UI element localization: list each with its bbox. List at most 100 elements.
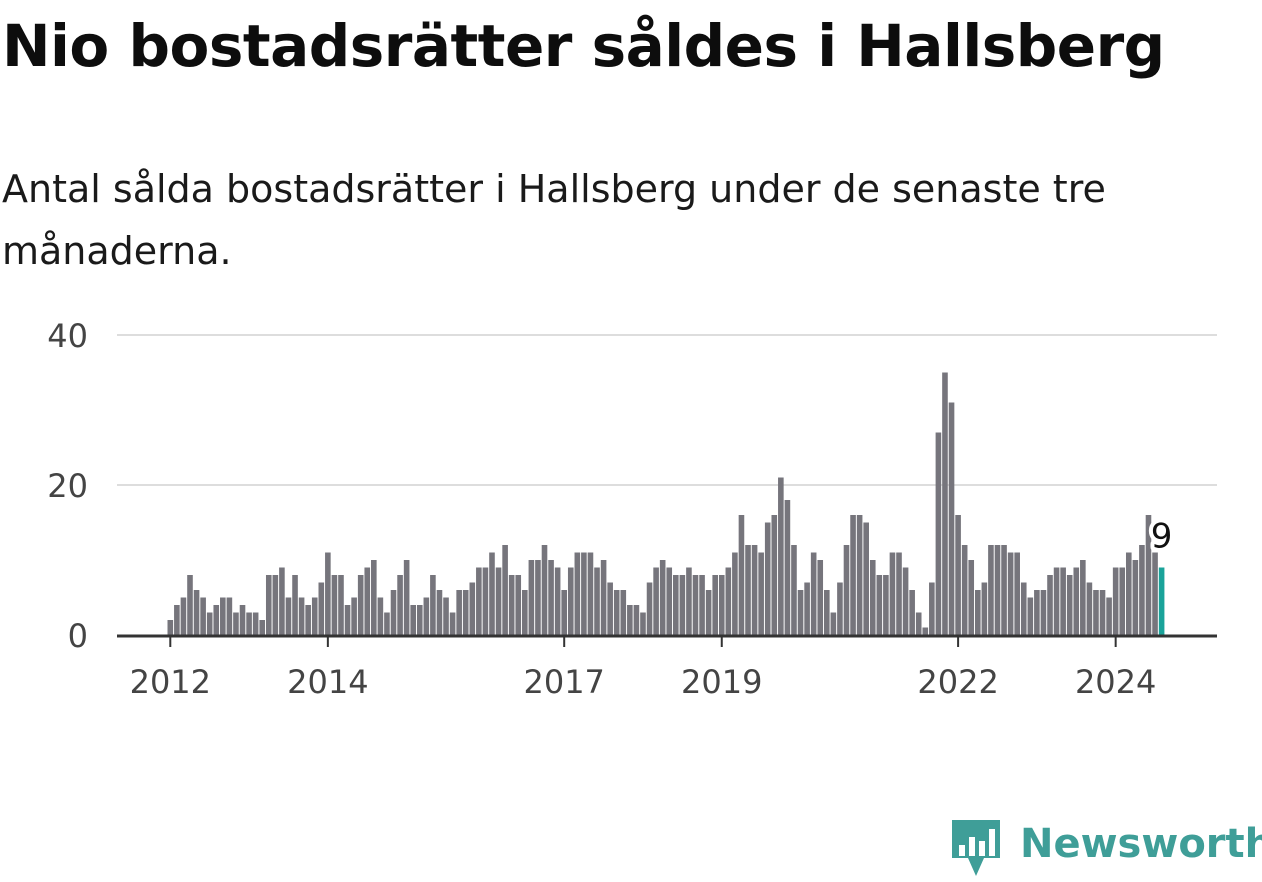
bar bbox=[1152, 552, 1158, 635]
bar bbox=[397, 575, 403, 635]
bar bbox=[1053, 567, 1060, 635]
bar bbox=[686, 567, 692, 635]
bar bbox=[193, 590, 200, 635]
bar bbox=[1034, 590, 1040, 635]
bar bbox=[705, 590, 712, 635]
bar bbox=[344, 605, 351, 635]
bar bbox=[948, 402, 955, 635]
bar bbox=[167, 620, 174, 635]
bar bbox=[1001, 545, 1007, 635]
bar-chart: 0 20 40 2012 2014 2017 2019 2022 2024 99 bbox=[47, 317, 1217, 701]
bar bbox=[673, 575, 679, 635]
bar bbox=[902, 567, 909, 635]
bar bbox=[423, 597, 430, 635]
y-tick-label: 20 bbox=[47, 467, 88, 505]
data-labels: 99 bbox=[1147, 513, 1177, 561]
bar bbox=[449, 612, 456, 635]
bar bbox=[804, 582, 810, 635]
bar bbox=[187, 575, 193, 635]
bar bbox=[1020, 582, 1027, 635]
bar bbox=[1125, 552, 1132, 635]
bar bbox=[988, 545, 994, 635]
bar bbox=[265, 575, 272, 635]
chart-subtitle: Antal sålda bostadsrätter i Hallsberg un… bbox=[2, 167, 1106, 273]
chart-title: Nio bostadsrätter såldes i Hallsberg bbox=[2, 12, 1165, 80]
x-tick-label: 2017 bbox=[523, 663, 604, 701]
bar bbox=[764, 522, 771, 635]
bar bbox=[594, 567, 600, 635]
bar bbox=[1073, 567, 1080, 635]
bar bbox=[1112, 567, 1119, 635]
bar bbox=[935, 432, 942, 635]
bar bbox=[200, 597, 206, 635]
bar bbox=[364, 567, 371, 635]
bar bbox=[810, 552, 817, 635]
bar bbox=[311, 597, 318, 635]
bar bbox=[1145, 515, 1152, 635]
bar bbox=[1060, 567, 1066, 635]
bar bbox=[430, 575, 436, 635]
bar bbox=[331, 575, 338, 635]
newsworthy-brand: Newsworthy bbox=[950, 818, 1262, 878]
bar bbox=[213, 605, 220, 635]
bar bbox=[410, 605, 417, 635]
newsworthy-logo-icon bbox=[952, 820, 1000, 876]
bar bbox=[456, 590, 462, 635]
bar bbox=[233, 612, 239, 635]
bar bbox=[994, 545, 1001, 635]
bar bbox=[791, 545, 797, 635]
y-axis-ticks: 0 20 40 bbox=[47, 317, 88, 655]
bar bbox=[883, 575, 889, 635]
bar bbox=[541, 545, 548, 635]
bar bbox=[758, 552, 764, 635]
bar bbox=[1093, 590, 1099, 635]
bar bbox=[732, 552, 738, 635]
bar bbox=[666, 567, 673, 635]
bar bbox=[830, 612, 837, 635]
bar bbox=[627, 605, 633, 635]
bar bbox=[1014, 552, 1020, 635]
bar bbox=[725, 567, 732, 635]
bar bbox=[712, 575, 718, 635]
bar bbox=[1086, 582, 1093, 635]
bar bbox=[659, 560, 666, 635]
bar bbox=[915, 612, 922, 635]
bar bbox=[784, 500, 791, 635]
bar bbox=[824, 590, 830, 635]
bar bbox=[607, 582, 613, 635]
bar bbox=[495, 567, 502, 635]
bar bbox=[239, 605, 246, 635]
bar bbox=[377, 597, 384, 635]
bar bbox=[1047, 575, 1053, 635]
highlight-bar bbox=[1158, 567, 1165, 635]
bar bbox=[817, 560, 824, 635]
bar bbox=[751, 545, 758, 635]
bar bbox=[416, 605, 423, 635]
bar bbox=[863, 522, 869, 635]
bar bbox=[338, 575, 344, 635]
bar bbox=[738, 515, 745, 635]
bar bbox=[259, 620, 266, 635]
bar bbox=[778, 477, 784, 635]
bar bbox=[974, 590, 981, 635]
bar bbox=[929, 582, 935, 635]
bar bbox=[1106, 597, 1112, 635]
brand-name: Newsworthy bbox=[1020, 821, 1262, 867]
bar bbox=[246, 612, 252, 635]
bar bbox=[554, 567, 561, 635]
bar bbox=[351, 597, 357, 635]
bar bbox=[548, 560, 554, 635]
bar bbox=[285, 597, 292, 635]
x-tick-label: 2012 bbox=[130, 663, 211, 701]
bar bbox=[981, 582, 988, 635]
bar bbox=[876, 575, 883, 635]
bar bbox=[896, 552, 902, 635]
bar bbox=[1007, 552, 1014, 635]
bar bbox=[633, 605, 640, 635]
bar bbox=[443, 597, 449, 635]
bar bbox=[482, 567, 489, 635]
bar bbox=[699, 575, 705, 635]
data-label-halo: 9 bbox=[1151, 517, 1173, 557]
bar bbox=[1099, 590, 1106, 635]
bar bbox=[889, 552, 896, 635]
